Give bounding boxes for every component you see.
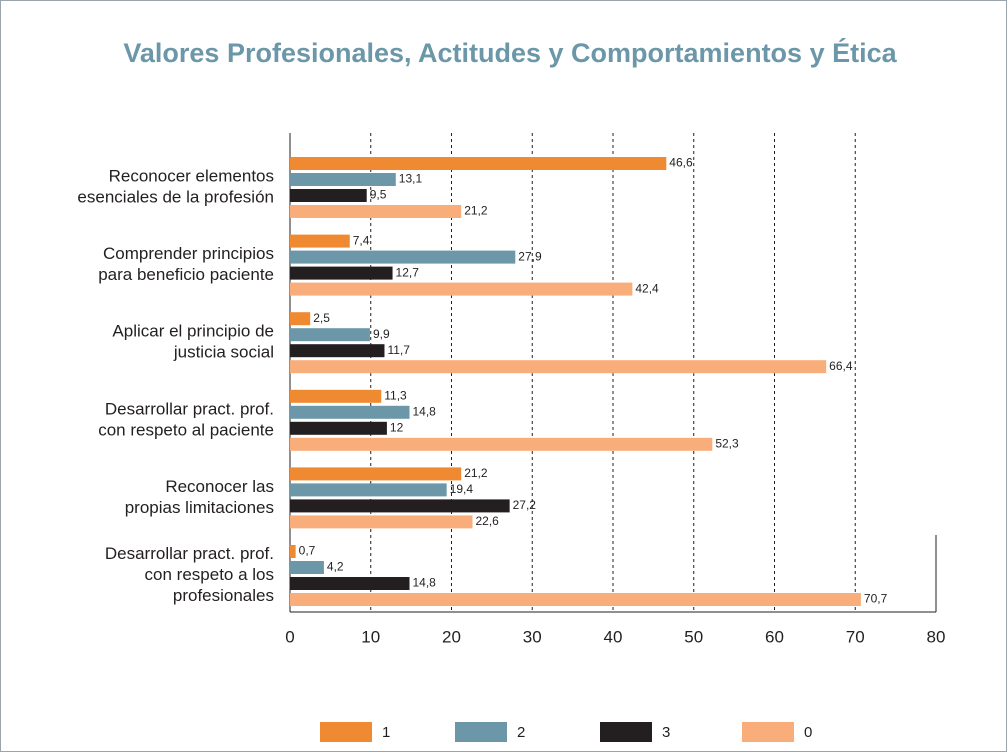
category-label: profesionales <box>173 586 274 605</box>
value-label: 9,9 <box>373 327 390 341</box>
x-tick-label: 60 <box>765 627 784 646</box>
x-tick-label: 10 <box>361 627 380 646</box>
bar <box>290 389 382 403</box>
category-label: Comprender principios <box>103 244 274 263</box>
legend-swatch <box>742 722 794 742</box>
bar <box>290 250 516 264</box>
bar <box>290 515 473 529</box>
bar <box>290 561 324 574</box>
category-label: justicia social <box>173 343 274 362</box>
category-label: Desarrollar pract. prof. <box>105 399 274 418</box>
value-label: 14,8 <box>413 576 437 590</box>
value-label: 11,3 <box>384 388 407 402</box>
bar <box>290 437 713 451</box>
bar <box>290 593 861 606</box>
value-label: 21,2 <box>464 204 488 218</box>
value-label: 21,2 <box>464 466 488 480</box>
bar <box>290 421 387 435</box>
category-label: Reconocer las <box>165 477 274 496</box>
legend-label: 2 <box>517 724 525 741</box>
value-label: 19,4 <box>450 482 474 496</box>
bar <box>290 234 350 248</box>
value-label: 12,7 <box>396 265 420 279</box>
x-tick-label: 40 <box>604 627 623 646</box>
x-tick-label: 50 <box>684 627 703 646</box>
category-label: con respeto a los <box>145 565 274 584</box>
legend-swatch <box>320 722 372 742</box>
value-label: 70,7 <box>864 592 888 606</box>
chart-title: Valores Profesionales, Actitudes y Compo… <box>123 37 897 68</box>
bar <box>290 405 410 419</box>
value-label: 4,2 <box>327 560 344 574</box>
value-label: 2,5 <box>313 311 330 325</box>
bar <box>290 499 510 513</box>
bar <box>290 266 393 280</box>
value-label: 27,9 <box>518 249 542 263</box>
value-label: 9,5 <box>370 188 387 202</box>
bar <box>290 360 827 374</box>
category-label: propias limitaciones <box>125 498 274 517</box>
bar <box>290 312 311 326</box>
bar <box>290 577 410 590</box>
legend-label: 0 <box>804 724 812 741</box>
value-label: 22,6 <box>475 514 499 528</box>
value-label: 12 <box>390 420 404 434</box>
legend-swatch <box>600 722 652 742</box>
value-label: 11,7 <box>387 343 410 357</box>
legend-label: 3 <box>662 724 670 741</box>
legend-swatch <box>455 722 507 742</box>
category-label: esenciales de la profesión <box>77 187 274 206</box>
category-label: con respeto al paciente <box>98 420 274 439</box>
bar <box>290 467 462 481</box>
bar <box>290 545 296 558</box>
bar <box>290 328 370 342</box>
x-tick-label: 0 <box>285 627 294 646</box>
value-label: 7,4 <box>353 233 370 247</box>
value-label: 13,1 <box>399 172 423 186</box>
bar <box>290 189 367 202</box>
category-label: Aplicar el principio de <box>112 322 274 341</box>
bar <box>290 282 633 296</box>
value-label: 46,6 <box>669 156 693 170</box>
value-label: 52,3 <box>715 436 739 450</box>
category-label: Reconocer elementos <box>109 166 274 185</box>
value-label: 27,2 <box>513 498 537 512</box>
x-tick-label: 80 <box>927 627 946 646</box>
legend-label: 1 <box>382 724 390 741</box>
category-label: para beneficio paciente <box>98 265 274 284</box>
value-label: 42,4 <box>635 281 659 295</box>
x-tick-label: 20 <box>442 627 461 646</box>
category-label: Desarrollar pract. prof. <box>105 544 274 563</box>
bar <box>290 483 447 497</box>
bar <box>290 344 385 358</box>
x-tick-label: 30 <box>523 627 542 646</box>
value-label: 14,8 <box>413 404 437 418</box>
bar <box>290 205 462 218</box>
x-tick-label: 70 <box>846 627 865 646</box>
bar <box>290 157 667 170</box>
bar <box>290 173 396 186</box>
value-label: 66,4 <box>829 359 853 373</box>
value-label: 0,7 <box>299 544 316 558</box>
